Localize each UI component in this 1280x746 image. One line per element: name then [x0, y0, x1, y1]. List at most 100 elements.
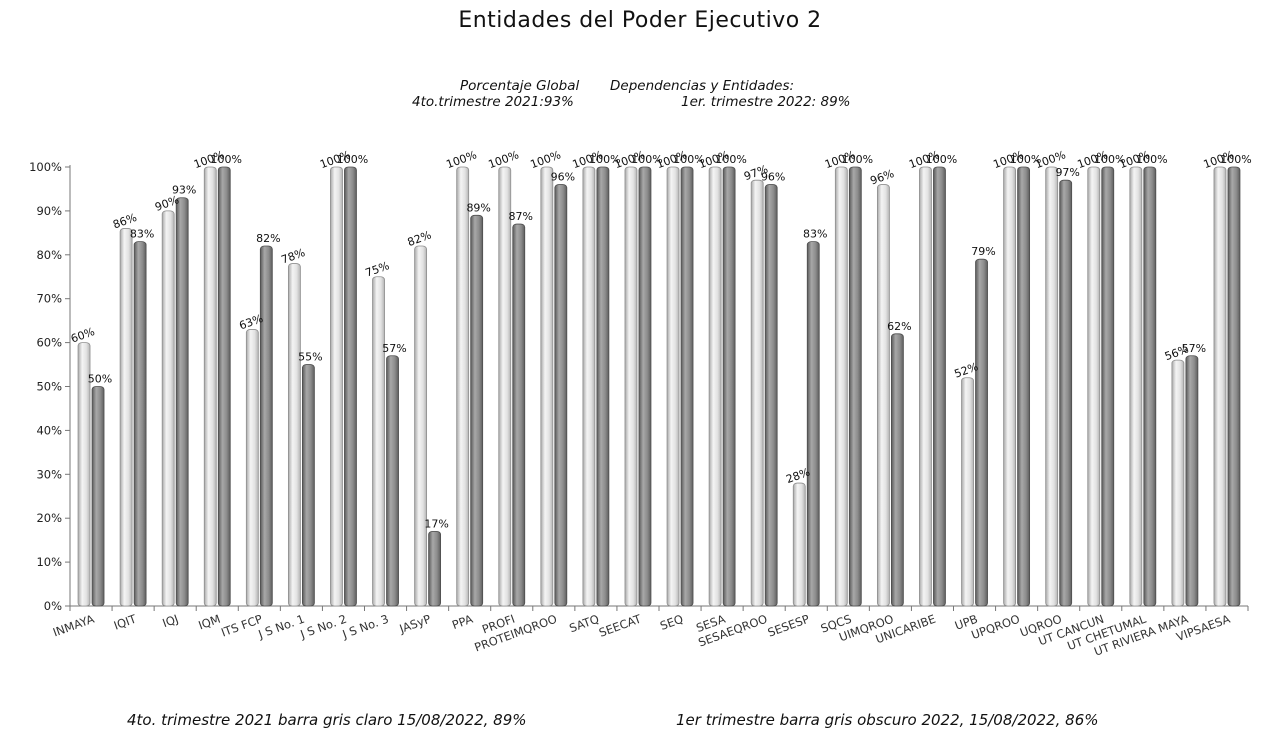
data-label-q1-2022: 79% [971, 245, 995, 258]
x-category-label: SEECAT [597, 611, 644, 639]
bar-q1-2022 [975, 258, 988, 607]
bar-q4-2021 [372, 276, 385, 607]
y-tick-label: 10% [36, 555, 62, 569]
data-label-q1-2022: 83% [803, 228, 827, 241]
bar-q4-2021 [203, 166, 217, 607]
bar-q4-2021 [414, 245, 428, 607]
bar-q4-2021 [1003, 166, 1017, 607]
bar-q1-2022 [1059, 179, 1073, 607]
bar-q1-2022 [806, 241, 820, 607]
x-category-label: ITS FCP [219, 612, 264, 640]
data-label-q1-2022: 100% [211, 153, 242, 166]
subtitle-global-label: Porcentaje Global [460, 78, 580, 94]
bar-q4-2021 [708, 166, 722, 607]
data-label-q1-2022: 100% [631, 153, 662, 166]
y-tick-label: 70% [36, 292, 62, 306]
data-label-q1-2022: 96% [761, 171, 785, 184]
x-category-label: UPQROO [969, 612, 1021, 642]
chart-title: Entidades del Poder Ejecutivo 2 [458, 8, 822, 33]
data-label-q1-2022: 97% [1055, 166, 1079, 179]
y-tick-label: 30% [36, 467, 62, 481]
bar-q1-2022 [1143, 166, 1157, 607]
data-label-q1-2022: 17% [424, 517, 448, 530]
data-label-q1-2022: 93% [172, 184, 196, 197]
x-category-label: SEQ [658, 612, 685, 633]
data-label-q1-2022: 100% [337, 153, 368, 166]
bar-q4-2021 [330, 166, 343, 607]
bar-q4-2021 [582, 166, 596, 607]
x-category-label: INMAYA [51, 612, 96, 640]
bar-q4-2021 [792, 482, 806, 607]
bar-q4-2021 [287, 263, 301, 607]
bar-q4-2021 [961, 377, 974, 607]
data-label-q1-2022: 57% [382, 342, 406, 355]
subtitle-q1-2022: 1er. trimestre 2022: 89% [681, 94, 851, 110]
y-tick-label: 40% [36, 423, 62, 437]
bar-q4-2021 [161, 210, 175, 607]
x-category-label: J S No. 1 [256, 612, 307, 642]
bar-q1-2022 [890, 333, 904, 607]
data-label-q1-2022: 83% [130, 228, 154, 241]
y-tick-label: 60% [36, 336, 62, 350]
bars [77, 166, 1241, 607]
data-label-q1-2022: 100% [1010, 153, 1041, 166]
data-label-q1-2022: 87% [509, 210, 533, 223]
x-category-label: PPA [450, 612, 475, 632]
subtitle-q4-2021: 4to.trimestre 2021:93% [412, 94, 574, 110]
bar-q1-2022 [1185, 355, 1199, 607]
bar-q4-2021 [834, 166, 848, 607]
data-label-q1-2022: 96% [551, 171, 575, 184]
bar-q1-2022 [470, 214, 484, 607]
bar-q1-2022 [259, 245, 273, 607]
bar-q1-2022 [91, 386, 105, 607]
data-label-q1-2022: 89% [466, 201, 490, 214]
bar-q4-2021 [624, 166, 638, 607]
bar-q1-2022 [301, 364, 315, 607]
bar-q1-2022 [722, 166, 736, 607]
bar-q4-2021 [245, 329, 259, 607]
data-label-q1-2022: 62% [887, 320, 911, 333]
bar-q1-2022 [764, 184, 778, 607]
bar-q1-2022 [638, 166, 652, 607]
data-label-q1-2022: 50% [88, 373, 112, 386]
data-label-q1-2022: 100% [673, 153, 704, 166]
bar-q4-2021 [119, 228, 133, 607]
bar-q1-2022 [933, 166, 946, 607]
footnote-light-bars: 4to. trimestre 2021 barra gris claro 15/… [127, 711, 527, 729]
y-tick-label: 90% [36, 204, 62, 218]
bar-q4-2021 [1087, 166, 1101, 607]
bar-q4-2021 [77, 342, 91, 607]
bar-q4-2021 [750, 179, 764, 607]
x-category-label: IQM [196, 612, 222, 633]
y-tick-label: 20% [36, 511, 62, 525]
axes: 0% 10% 20% 30% 40% 50% 60% 70% 80% 90% 100% [29, 160, 1249, 613]
footnote-dark-bars: 1er trimestre barra gris obscuro 2022, 1… [676, 711, 1099, 729]
bar-q4-2021 [456, 166, 470, 607]
x-category-label: J S No. 3 [340, 612, 391, 642]
bar-q1-2022 [1227, 166, 1241, 607]
bar-q4-2021 [1213, 166, 1227, 607]
bar-q1-2022 [596, 166, 610, 607]
x-category-label: IQJ [161, 612, 181, 631]
bar-q4-2021 [1171, 359, 1185, 607]
bar-q1-2022 [344, 166, 357, 607]
y-tick-label: 80% [36, 248, 62, 262]
bar-q4-2021 [919, 166, 932, 607]
subtitle-dependencies-label: Dependencias y Entidades: [610, 78, 795, 94]
data-label-q1-2022: 100% [842, 153, 873, 166]
y-tick-label: 0% [44, 599, 62, 613]
y-tick-label: 100% [29, 160, 62, 174]
data-label-q1-2022: 100% [1220, 153, 1251, 166]
data-label-q1-2022: 100% [589, 153, 620, 166]
x-category-label: SATQ [567, 612, 601, 636]
data-label-q1-2022: 100% [715, 153, 746, 166]
bar-q1-2022 [554, 184, 568, 607]
bar-q4-2021 [1045, 166, 1059, 607]
data-label-q1-2022: 55% [298, 351, 322, 364]
bar-q1-2022 [512, 223, 526, 607]
bar-q4-2021 [1129, 166, 1143, 607]
data-label-q1-2022: 57% [1182, 342, 1206, 355]
x-category-label: SESESP [766, 612, 812, 640]
bar-q4-2021 [498, 166, 512, 607]
bar-q1-2022 [133, 241, 147, 607]
